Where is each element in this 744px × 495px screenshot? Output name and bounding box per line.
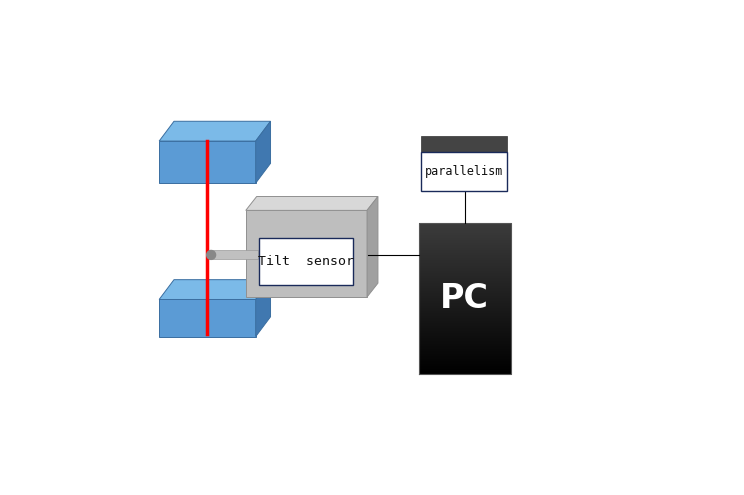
FancyBboxPatch shape bbox=[419, 265, 510, 268]
FancyBboxPatch shape bbox=[419, 298, 510, 301]
FancyBboxPatch shape bbox=[419, 250, 510, 253]
FancyBboxPatch shape bbox=[419, 313, 510, 316]
FancyBboxPatch shape bbox=[419, 273, 510, 276]
FancyBboxPatch shape bbox=[419, 291, 510, 293]
FancyBboxPatch shape bbox=[419, 293, 510, 296]
FancyBboxPatch shape bbox=[419, 278, 510, 281]
Polygon shape bbox=[159, 280, 271, 299]
FancyBboxPatch shape bbox=[419, 308, 510, 311]
FancyBboxPatch shape bbox=[419, 358, 510, 361]
FancyBboxPatch shape bbox=[419, 263, 510, 265]
FancyBboxPatch shape bbox=[419, 341, 510, 344]
FancyBboxPatch shape bbox=[419, 228, 510, 230]
Polygon shape bbox=[159, 121, 271, 141]
FancyBboxPatch shape bbox=[419, 316, 510, 318]
FancyBboxPatch shape bbox=[419, 321, 510, 323]
FancyBboxPatch shape bbox=[419, 260, 510, 263]
FancyBboxPatch shape bbox=[419, 301, 510, 303]
FancyBboxPatch shape bbox=[207, 250, 258, 259]
Text: Tilt  sensor: Tilt sensor bbox=[258, 254, 354, 268]
FancyBboxPatch shape bbox=[419, 296, 510, 298]
Text: PC: PC bbox=[440, 282, 490, 315]
FancyBboxPatch shape bbox=[419, 334, 510, 336]
FancyBboxPatch shape bbox=[419, 268, 510, 271]
FancyBboxPatch shape bbox=[419, 353, 510, 356]
FancyBboxPatch shape bbox=[419, 235, 510, 238]
FancyBboxPatch shape bbox=[419, 246, 510, 248]
FancyBboxPatch shape bbox=[419, 233, 510, 235]
FancyBboxPatch shape bbox=[419, 271, 510, 273]
FancyBboxPatch shape bbox=[419, 336, 510, 339]
FancyBboxPatch shape bbox=[419, 339, 510, 341]
FancyBboxPatch shape bbox=[419, 276, 510, 278]
FancyBboxPatch shape bbox=[419, 258, 510, 260]
FancyBboxPatch shape bbox=[419, 255, 510, 258]
Circle shape bbox=[207, 250, 216, 259]
FancyBboxPatch shape bbox=[259, 238, 353, 285]
FancyBboxPatch shape bbox=[419, 223, 510, 225]
FancyBboxPatch shape bbox=[419, 323, 510, 326]
FancyBboxPatch shape bbox=[419, 281, 510, 283]
FancyBboxPatch shape bbox=[159, 141, 256, 183]
FancyBboxPatch shape bbox=[419, 243, 510, 246]
FancyBboxPatch shape bbox=[419, 351, 510, 353]
Polygon shape bbox=[256, 280, 271, 337]
FancyBboxPatch shape bbox=[419, 288, 510, 291]
FancyBboxPatch shape bbox=[419, 361, 510, 364]
FancyBboxPatch shape bbox=[419, 311, 510, 313]
FancyBboxPatch shape bbox=[419, 348, 510, 351]
FancyBboxPatch shape bbox=[419, 346, 510, 348]
FancyBboxPatch shape bbox=[419, 283, 510, 286]
FancyBboxPatch shape bbox=[419, 225, 510, 228]
FancyBboxPatch shape bbox=[159, 299, 256, 337]
FancyBboxPatch shape bbox=[420, 152, 507, 191]
FancyBboxPatch shape bbox=[419, 238, 510, 241]
FancyBboxPatch shape bbox=[419, 369, 510, 371]
FancyBboxPatch shape bbox=[419, 318, 510, 321]
FancyBboxPatch shape bbox=[420, 136, 507, 152]
FancyBboxPatch shape bbox=[419, 331, 510, 334]
FancyBboxPatch shape bbox=[419, 366, 510, 369]
FancyBboxPatch shape bbox=[419, 241, 510, 243]
FancyBboxPatch shape bbox=[419, 344, 510, 346]
FancyBboxPatch shape bbox=[246, 210, 367, 297]
FancyBboxPatch shape bbox=[419, 248, 510, 250]
Polygon shape bbox=[367, 197, 378, 297]
FancyBboxPatch shape bbox=[419, 286, 510, 288]
Text: parallelism: parallelism bbox=[425, 165, 503, 178]
FancyBboxPatch shape bbox=[419, 371, 510, 374]
FancyBboxPatch shape bbox=[419, 356, 510, 358]
FancyBboxPatch shape bbox=[419, 326, 510, 329]
FancyBboxPatch shape bbox=[419, 253, 510, 255]
FancyBboxPatch shape bbox=[419, 303, 510, 306]
Polygon shape bbox=[246, 197, 378, 210]
FancyBboxPatch shape bbox=[419, 329, 510, 331]
FancyBboxPatch shape bbox=[419, 230, 510, 233]
FancyBboxPatch shape bbox=[419, 306, 510, 308]
Polygon shape bbox=[256, 121, 271, 183]
FancyBboxPatch shape bbox=[419, 364, 510, 366]
